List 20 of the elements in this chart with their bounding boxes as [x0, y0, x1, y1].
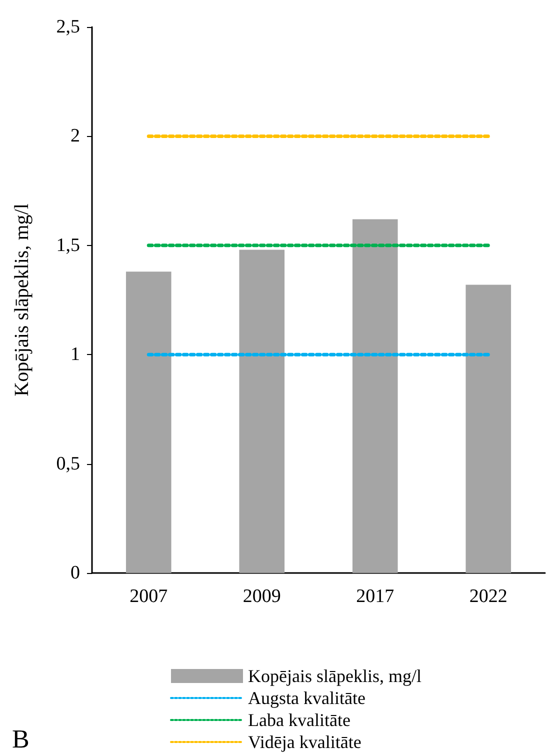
text: B	[12, 724, 30, 754]
y-tick-label: 2,5	[56, 16, 80, 38]
y-tick-label: 2	[70, 126, 80, 147]
x-tick-label: 2022	[469, 586, 508, 607]
x-tick-label: 2009	[242, 586, 281, 607]
y-tick-label: 1	[70, 344, 80, 366]
x-tick-label: 2017	[356, 586, 394, 607]
bar	[466, 284, 512, 573]
legend-label: Laba kvalitāte	[248, 710, 350, 730]
y-axis-title: Kopējais slāpeklis, mg/l	[11, 203, 33, 396]
bar	[126, 272, 172, 573]
bar	[352, 219, 398, 573]
bar	[239, 250, 285, 573]
y-tick-label: 0,5	[56, 453, 80, 474]
y-tick-label: 0	[70, 562, 80, 584]
legend-label: Augsta kvalitāte	[248, 688, 366, 708]
legend-label: Vidēja kvalitāte	[248, 732, 362, 752]
x-tick-label: 2007	[130, 586, 168, 607]
y-tick-label: 1,5	[56, 234, 80, 256]
legend-label: Kopējais slāpeklis, mg/l	[248, 666, 422, 686]
